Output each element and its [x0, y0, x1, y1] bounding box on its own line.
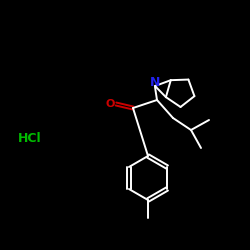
- Text: HCl: HCl: [18, 132, 42, 144]
- Text: O: O: [105, 99, 115, 109]
- Text: N: N: [150, 76, 160, 88]
